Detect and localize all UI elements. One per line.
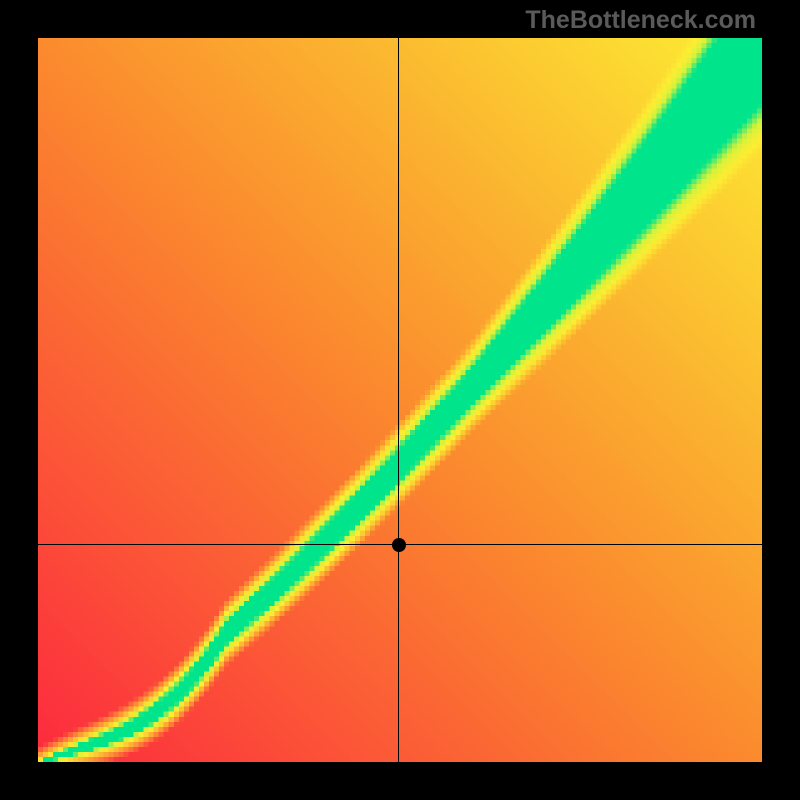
heatmap-canvas <box>38 38 762 762</box>
crosshair-vertical <box>398 38 399 762</box>
watermark-text: TheBottleneck.com <box>525 6 756 35</box>
chart-container: TheBottleneck.com <box>0 0 800 800</box>
crosshair-marker <box>392 538 406 552</box>
